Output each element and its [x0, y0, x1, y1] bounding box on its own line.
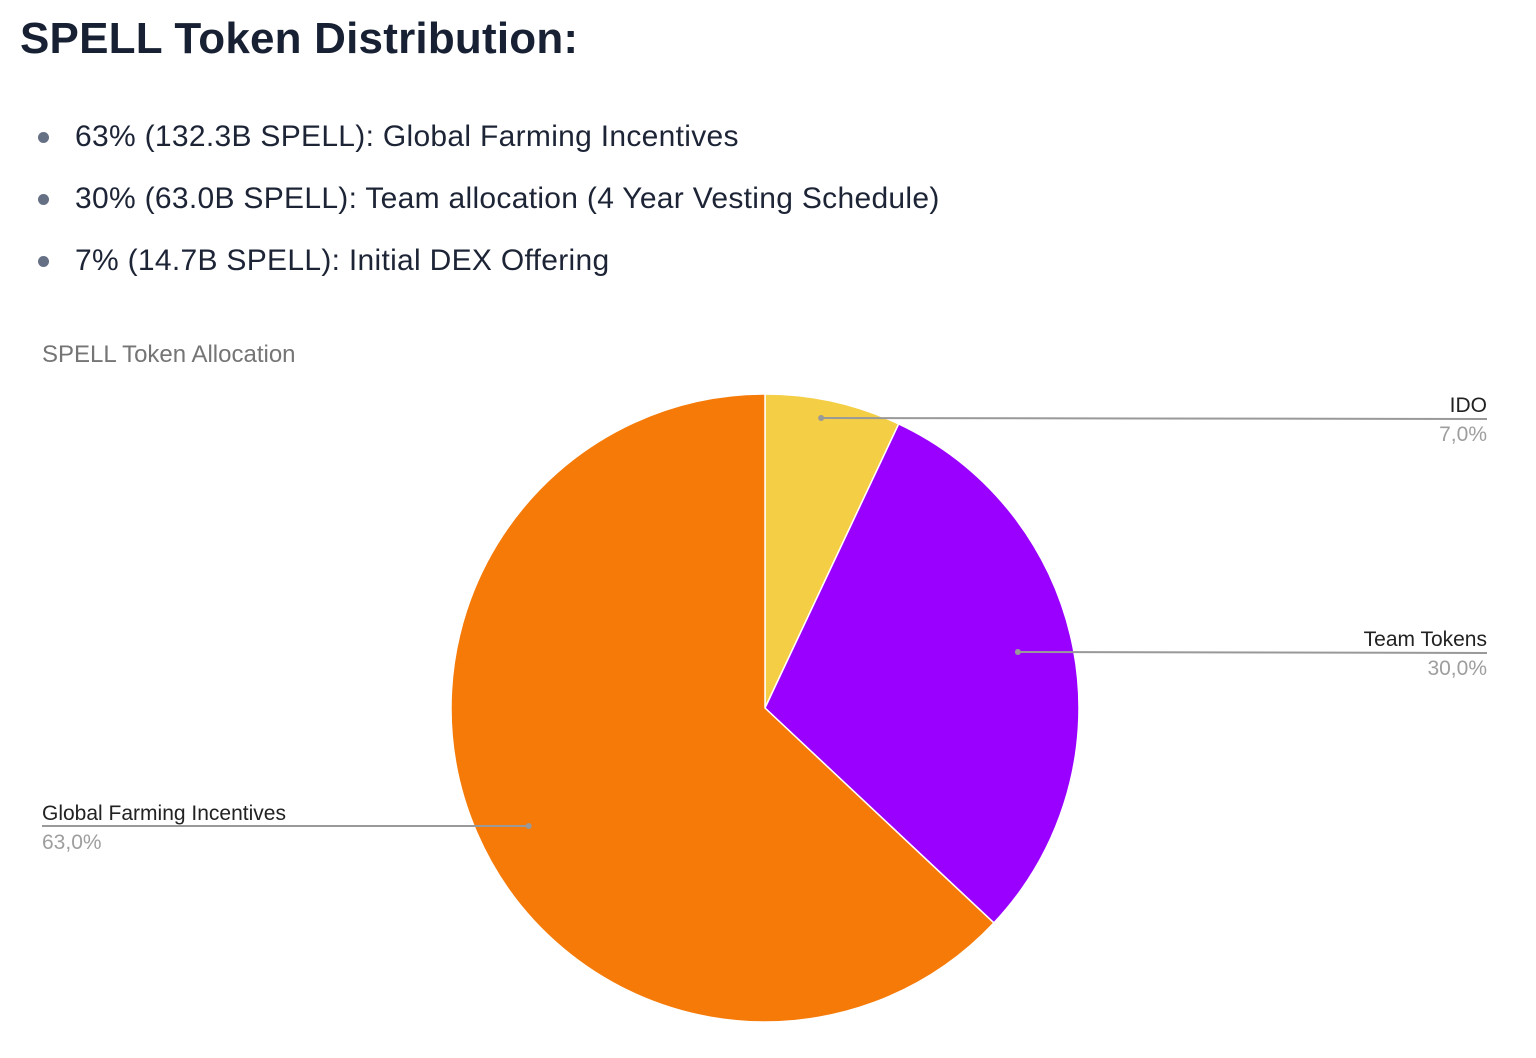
slice-label: IDO — [1450, 394, 1487, 417]
leader-dot — [525, 823, 532, 829]
bullet-icon — [38, 256, 49, 267]
leader-dot — [1014, 649, 1021, 655]
leader-line — [1017, 651, 1488, 654]
leader-dot — [818, 415, 825, 421]
list-item-text: 63% (132.3B SPELL): Global Farming Incen… — [75, 120, 739, 153]
list-item: 30% (63.0B SPELL): Team allocation (4 Ye… — [36, 174, 940, 236]
bullet-icon — [38, 194, 49, 205]
list-item: 7% (14.7B SPELL): Initial DEX Offering — [36, 236, 940, 298]
bullet-icon — [38, 132, 49, 143]
slice-percent-label: 30,0% — [1427, 657, 1487, 680]
pie-slice-team-tokens — [764, 422, 1080, 925]
chart-title: SPELL Token Allocation — [42, 341, 296, 368]
list-item-text: 30% (63.0B SPELL): Team allocation (4 Ye… — [75, 182, 940, 215]
slice-percent-label: 7,0% — [1439, 423, 1487, 446]
slice-label: Team Tokens — [1364, 628, 1487, 651]
leader-line — [821, 417, 1488, 420]
list-item: 63% (132.3B SPELL): Global Farming Incen… — [36, 112, 940, 174]
page-title: SPELL Token Distribution: — [20, 14, 579, 63]
distribution-list: 63% (132.3B SPELL): Global Farming Incen… — [36, 112, 940, 298]
slice-percent-label: 63,0% — [42, 831, 102, 854]
pie-slice-global-farming-incentives — [450, 393, 995, 1023]
slice-label: Global Farming Incentives — [42, 802, 286, 825]
pie-slice-ido — [764, 393, 900, 709]
list-item-text: 7% (14.7B SPELL): Initial DEX Offering — [75, 244, 610, 277]
